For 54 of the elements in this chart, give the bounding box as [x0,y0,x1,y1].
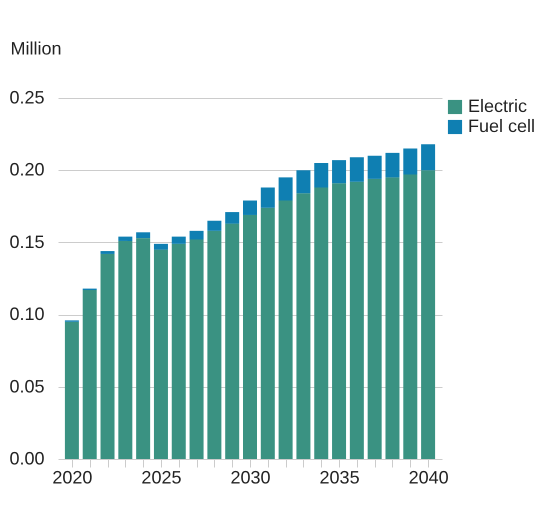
bar [296,193,310,459]
bar [100,254,115,459]
bar [207,220,222,231]
bar [64,322,79,459]
bar [154,250,168,459]
y-tick-label: 0.05 [9,376,44,396]
bar [118,236,132,241]
bar [207,230,222,459]
bar [350,157,364,182]
bar [278,177,293,201]
y-tick-label: 0.25 [9,88,44,108]
bar [260,208,275,459]
bar [118,240,132,459]
bar [190,230,204,240]
bar [82,290,97,459]
bar [243,214,257,459]
bar [421,170,436,459]
y-tick-label: 0.15 [9,232,44,252]
bar [172,236,186,244]
bar [190,240,204,459]
bar [225,224,240,459]
x-tick-label: 2035 [320,468,360,488]
bar [314,162,328,188]
legend-label: Fuel cell [468,116,536,136]
bar [172,244,186,459]
bar [100,251,115,254]
x-tick-label: 2020 [52,468,92,488]
bar [332,183,346,459]
y-tick-label: 0.10 [9,304,44,324]
bar [278,200,293,459]
bar [385,152,400,178]
bar [403,174,418,459]
bar [332,160,346,184]
bar [421,144,436,170]
bar [350,182,364,459]
y-tick-label: 0.00 [9,448,44,468]
bar [314,188,328,459]
bar [136,238,150,459]
bar [403,148,418,175]
bar [385,177,400,459]
x-tick-label: 2025 [141,468,182,488]
x-tick-label: 2030 [230,468,271,488]
bar [296,170,310,194]
x-tick-label: 2040 [408,468,449,488]
legend-label: Electric [468,96,528,116]
bar [225,212,240,224]
bar [368,156,382,179]
bar [243,200,257,215]
y-axis-title: Million [10,38,62,58]
bar [368,178,382,459]
bar [260,188,275,208]
bar [154,244,168,250]
bar [136,232,150,238]
y-tick-label: 0.20 [9,160,44,180]
